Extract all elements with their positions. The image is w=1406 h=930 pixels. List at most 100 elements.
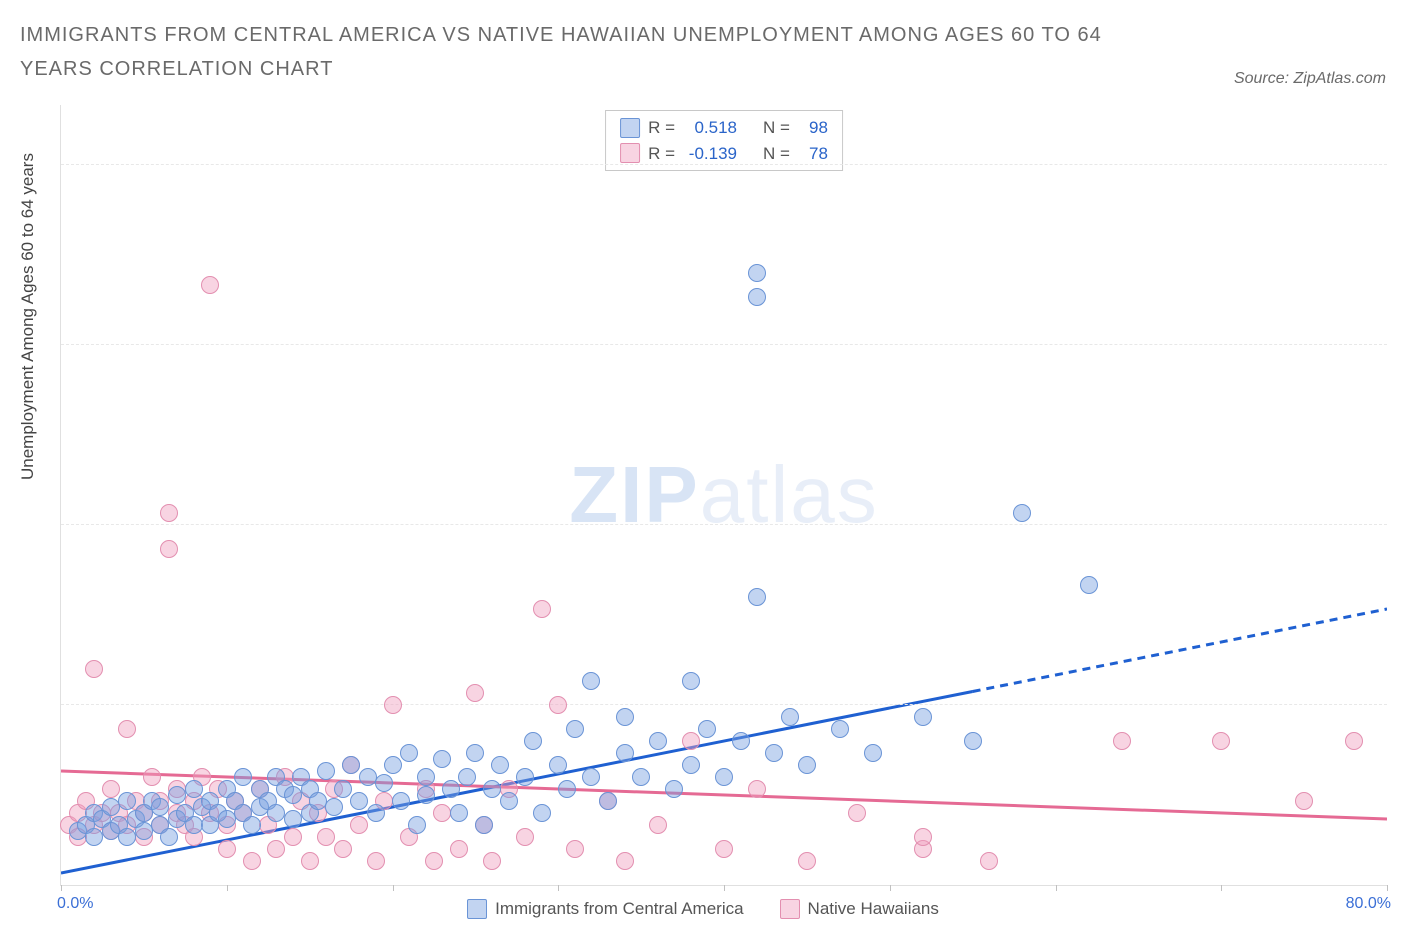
x-tick-mark [558,885,559,891]
blue-point [234,768,252,786]
y-tick-label: 60.0% [1397,156,1406,174]
blue-point [243,816,261,834]
blue-point [748,264,766,282]
legend-label: Native Hawaiians [808,899,939,919]
legend-item-blue: Immigrants from Central America [467,899,743,919]
blue-point [85,828,103,846]
y-axis-label: Unemployment Among Ages 60 to 64 years [18,153,38,480]
blue-point [524,732,542,750]
blue-point [864,744,882,762]
pink-point [466,684,484,702]
pink-point [566,840,584,858]
blue-point [516,768,534,786]
legend-item-pink: Native Hawaiians [780,899,939,919]
blue-point [765,744,783,762]
blue-point [781,708,799,726]
y-gridline [61,704,1387,705]
pink-point [218,840,236,858]
blue-point [135,822,153,840]
x-tick-mark [1387,885,1388,891]
blue-point [118,792,136,810]
blue-point [566,720,584,738]
blue-point [533,804,551,822]
r-value: 0.518 [683,115,737,141]
blue-point [284,786,302,804]
pink-swatch-icon [620,143,640,163]
pink-point [85,660,103,678]
y-tick-label: 45.0% [1397,336,1406,354]
blue-point [350,792,368,810]
correlation-stats-box: R =0.518N =98R =-0.139N =78 [605,110,843,171]
y-gridline [61,164,1387,165]
pink-point [160,504,178,522]
pink-point [715,840,733,858]
n-label: N = [763,141,790,167]
legend: Immigrants from Central America Native Ha… [0,899,1406,924]
pink-point [243,852,261,870]
r-value: -0.139 [683,141,737,167]
blue-point [732,732,750,750]
x-tick-mark [227,885,228,891]
blue-point [798,756,816,774]
blue-point [408,816,426,834]
blue-point [1080,576,1098,594]
blue-point [218,810,236,828]
scatter-plot-area: ZIPatlas R =0.518N =98R =-0.139N =78 0.0… [60,105,1387,886]
pink-point [301,852,319,870]
blue-point [317,762,335,780]
blue-point [964,732,982,750]
blue-point [450,804,468,822]
blue-point [682,756,700,774]
watermark: ZIPatlas [569,449,878,541]
blue-point [649,732,667,750]
blue-point [748,288,766,306]
blue-point [616,744,634,762]
pink-point [549,696,567,714]
pink-point [798,852,816,870]
pink-point [350,816,368,834]
blue-point [1013,504,1031,522]
blue-point [417,786,435,804]
pink-point [516,828,534,846]
blue-point [616,708,634,726]
blue-point [433,750,451,768]
pink-point [425,852,443,870]
blue-point [325,798,343,816]
blue-point [491,756,509,774]
blue-point [375,774,393,792]
legend-label: Immigrants from Central America [495,899,743,919]
pink-point [1212,732,1230,750]
pink-point [433,804,451,822]
pink-point [649,816,667,834]
blue-point [748,588,766,606]
pink-point [533,600,551,618]
blue-point [831,720,849,738]
pink-point [201,276,219,294]
pink-point [483,852,501,870]
r-label: R = [648,141,675,167]
blue-point [151,798,169,816]
pink-point [384,696,402,714]
blue-point [500,792,518,810]
pink-point [1113,732,1131,750]
blue-trend-line-dashed [973,609,1387,692]
pink-point [450,840,468,858]
blue-point [392,792,410,810]
blue-point [442,780,460,798]
x-tick-mark [890,885,891,891]
watermark-zip: ZIP [569,450,699,539]
blue-point [102,798,120,816]
pink-point [118,720,136,738]
blue-point [384,756,402,774]
x-tick-mark [1056,885,1057,891]
blue-point [342,756,360,774]
x-tick-mark [61,885,62,891]
r-label: R = [648,115,675,141]
pink-point [682,732,700,750]
blue-point [359,768,377,786]
pink-point [1345,732,1363,750]
blue-point [582,672,600,690]
blue-point [118,828,136,846]
blue-point [458,768,476,786]
blue-point [367,804,385,822]
